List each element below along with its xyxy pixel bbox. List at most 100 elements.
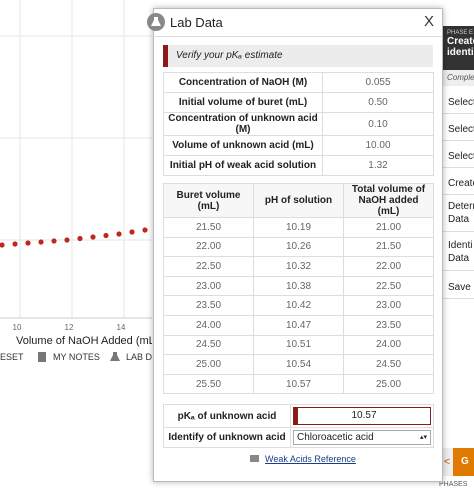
- data-cell: 21.50: [343, 236, 434, 258]
- data-cell: 10.51: [253, 334, 344, 356]
- step-text: Data: [448, 253, 470, 264]
- data-row: 23.00 10.38 22.50: [163, 275, 434, 297]
- answer-label: pKₐ of unknown acid: [163, 404, 291, 428]
- data-cell: 22.00: [163, 236, 254, 258]
- close-button[interactable]: X: [424, 13, 435, 30]
- column-header: pH of solution: [253, 183, 344, 218]
- data-cell: 23.50: [163, 295, 254, 316]
- parameter-label: Initial pH of weak acid solution: [163, 155, 323, 176]
- reference-link-row: Weak Acids Reference: [250, 454, 356, 464]
- parameter-row: Initial pH of weak acid solution 1.32: [163, 155, 434, 176]
- data-cell: 10.19: [253, 217, 344, 238]
- pka-input[interactable]: 10.57: [293, 407, 431, 425]
- x-tick-label: 14: [117, 323, 126, 332]
- x-tick-label: 12: [65, 323, 74, 332]
- data-cell: 22.50: [343, 275, 434, 297]
- phases-footer: PHASES: [439, 481, 468, 488]
- data-row: 24.50 10.51 24.00: [163, 334, 434, 356]
- phase-label: PHASE E: [447, 30, 474, 36]
- parameter-value: 0.055: [322, 72, 434, 93]
- data-cell: 22.00: [343, 256, 434, 277]
- side-header: PHASE E Create identi: [443, 26, 474, 70]
- step-text: Create: [448, 178, 474, 189]
- toolbar-notes[interactable]: MY NOTES: [53, 352, 100, 362]
- data-cell: 10.26: [253, 236, 344, 258]
- select-arrow: ▴▾: [419, 434, 427, 441]
- data-cell: 24.00: [163, 314, 254, 336]
- notes-icon: [38, 352, 46, 362]
- data-cell: 10.57: [253, 373, 344, 395]
- lab-data-modal: Lab Data X Verify your pKₐ estimate Conc…: [147, 8, 443, 482]
- tag-icon: [250, 455, 259, 462]
- data-cell: 21.50: [163, 217, 254, 238]
- acid-select[interactable]: Chloroacetic acid ▴▾: [293, 430, 431, 445]
- data-row: 21.50 10.19 21.00: [163, 217, 434, 238]
- parameter-label: Concentration of unknown acid (M): [163, 112, 323, 136]
- step-item[interactable]: Create: [443, 169, 474, 195]
- step-text: Identi: [448, 240, 473, 251]
- flask-icon: [110, 352, 120, 361]
- x-tick-label: 10: [13, 323, 22, 332]
- data-cell: 23.50: [343, 314, 434, 336]
- data-cell: 25.00: [163, 354, 254, 375]
- next-button[interactable]: G: [453, 448, 474, 476]
- parameter-value: 0.10: [322, 112, 434, 136]
- data-table: Buret volume (mL) pH of solution Total vol…: [163, 183, 434, 395]
- parameter-value: 0.50: [322, 92, 434, 113]
- step-text: Determ: [448, 201, 474, 212]
- step-text: Select: [448, 97, 474, 108]
- step-text: Select: [448, 151, 474, 162]
- answer-row: Identify of unknown acid Chloroacetic aci…: [163, 427, 434, 448]
- side-status: Comple: [443, 70, 474, 86]
- data-cell: 21.00: [343, 217, 434, 238]
- data-row: 24.00 10.47 23.50: [163, 314, 434, 336]
- parameters-table: Concentration of NaOH (M) 0.055 Initial vo…: [163, 72, 434, 176]
- toolbar-reset[interactable]: ESET: [0, 352, 24, 362]
- data-cell: 24.50: [343, 354, 434, 375]
- data-cell: 25.00: [343, 373, 434, 395]
- side-title-2: identi: [447, 47, 474, 58]
- step-item[interactable]: Identi Data: [443, 233, 474, 271]
- banner: Verify your pKₐ estimate: [163, 45, 433, 67]
- data-cell: 23.00: [163, 275, 254, 297]
- parameter-value: 10.00: [322, 135, 434, 156]
- toolbar-lab-data[interactable]: LAB DA: [126, 352, 152, 362]
- modal-header: Lab Data X: [147, 9, 442, 37]
- column-header: Buret volume (mL): [163, 183, 254, 218]
- parameter-label: Volume of unknown acid (mL): [163, 135, 323, 156]
- parameter-label: Concentration of NaOH (M): [163, 72, 323, 93]
- data-row: 25.50 10.57 25.00: [163, 373, 434, 395]
- parameter-row: Volume of unknown acid (mL) 10.00: [163, 135, 434, 156]
- answer-cell: Chloroacetic acid ▴▾: [290, 427, 434, 448]
- step-item[interactable]: Select: [443, 115, 474, 141]
- modal-title: Lab Data: [170, 15, 223, 30]
- background-chart: 10 12 14 Volume of NaOH Added (mL) ESET …: [0, 0, 152, 362]
- data-cell: 23.00: [343, 295, 434, 316]
- step-text: Select: [448, 124, 474, 135]
- data-dots: [0, 227, 148, 248]
- data-cell: 10.38: [253, 275, 344, 297]
- collapse-tab[interactable]: <: [441, 448, 453, 476]
- parameter-row: Concentration of NaOH (M) 0.055: [163, 72, 434, 93]
- x-axis-label: Volume of NaOH Added (mL): [16, 335, 152, 347]
- reference-link[interactable]: Weak Acids Reference: [265, 454, 356, 464]
- data-row: 22.00 10.26 21.50: [163, 236, 434, 258]
- step-item[interactable]: Select: [443, 88, 474, 114]
- parameter-value: 1.32: [322, 155, 434, 176]
- column-header: Total volume of NaOH added (mL): [343, 183, 434, 218]
- data-cell: 22.50: [163, 256, 254, 277]
- data-cell: 10.42: [253, 295, 344, 316]
- data-row: 25.00 10.54 24.50: [163, 354, 434, 375]
- step-text: Save g: [448, 282, 474, 293]
- step-item[interactable]: Save g: [443, 273, 474, 299]
- answer-label: Identify of unknown acid: [163, 427, 291, 448]
- header-row: Buret volume (mL) pH of solution Total vol…: [163, 183, 434, 218]
- parameter-row: Concentration of unknown acid (M) 0.10: [163, 112, 434, 136]
- modal-icon: [147, 13, 165, 31]
- data-cell: 10.54: [253, 354, 344, 375]
- select-value: Chloroacetic acid: [297, 432, 374, 443]
- step-item[interactable]: Determ Data: [443, 194, 474, 232]
- step-item[interactable]: Select: [443, 142, 474, 168]
- data-cell: 10.32: [253, 256, 344, 277]
